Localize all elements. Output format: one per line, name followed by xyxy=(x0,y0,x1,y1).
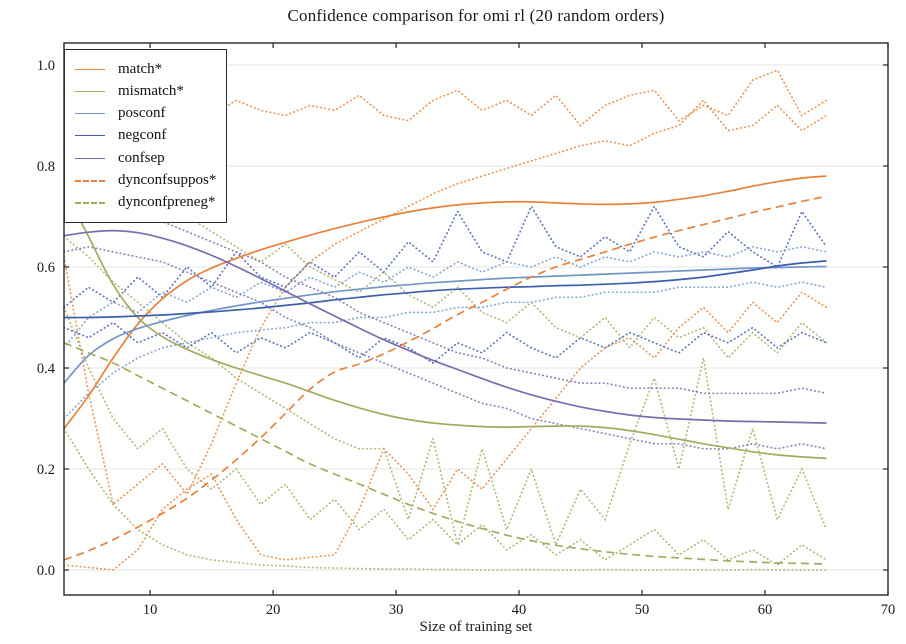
series-confsep-lower-env-line xyxy=(63,245,828,450)
series-dynconfpreneg-line xyxy=(63,342,827,565)
legend-solid-line-swatch xyxy=(75,113,105,115)
series-negconf-line xyxy=(63,260,827,319)
legend-label: dynconfpreneg* xyxy=(118,194,216,211)
legend-item-posconf: posconf xyxy=(75,103,216,125)
series-dynconfsuppos-line xyxy=(63,195,827,561)
series-mismatch-line xyxy=(63,188,827,460)
legend-item-match: match* xyxy=(75,58,216,80)
y-tick-label: 0.0 xyxy=(37,563,55,579)
y-tick-label: 1.0 xyxy=(37,58,55,74)
series-dynconfpreneg-upper-env-line xyxy=(63,235,828,548)
series-dynconfpreneg-lower-env-line xyxy=(63,427,828,571)
legend-label: negconf xyxy=(118,127,167,144)
legend-solid-line-swatch xyxy=(75,68,105,70)
series-posconf-lower-env-line xyxy=(63,281,828,420)
chart-title: Confidence comparison for omi rl (20 ran… xyxy=(287,6,665,25)
x-tick-label: 30 xyxy=(389,602,404,618)
legend-label: confsep xyxy=(118,149,165,166)
legend-label: match* xyxy=(118,60,163,77)
series-dynconfsuppos-lower-env-line xyxy=(63,291,828,571)
x-axis-label: Size of training set xyxy=(419,619,533,635)
legend-dashed-line-swatch xyxy=(75,201,105,204)
series-match-line xyxy=(63,175,827,430)
legend-item-dynconfsuppos: dynconfsuppos* xyxy=(75,170,216,192)
axes-frame xyxy=(63,42,889,596)
series-posconf-line xyxy=(63,265,827,384)
legend-label: posconf xyxy=(118,105,166,122)
legend-label: mismatch* xyxy=(118,82,184,99)
x-tick-label: 70 xyxy=(881,602,896,618)
series-confsep-line xyxy=(63,229,827,424)
series-negconf-lower-env-line xyxy=(63,321,828,365)
x-tick-label: 60 xyxy=(758,602,773,618)
legend-dashed-line-swatch xyxy=(75,179,105,182)
legend: match* mismatch* posconf negconf confsep dync… xyxy=(64,49,227,223)
y-tick-label: 0.4 xyxy=(37,361,56,377)
legend-solid-line-swatch xyxy=(75,135,105,137)
x-tick-label: 40 xyxy=(512,602,527,618)
x-tick-label: 20 xyxy=(266,602,281,618)
y-tick-label: 0.2 xyxy=(37,462,55,478)
x-tick-label: 50 xyxy=(635,602,650,618)
y-tick-label: 0.6 xyxy=(37,260,55,276)
legend-item-mismatch: mismatch* xyxy=(75,80,216,102)
series-dynconfsuppos-upper-env-line xyxy=(63,99,828,506)
series-mismatch-upper-env-line xyxy=(63,89,828,360)
legend-solid-line-swatch xyxy=(75,157,105,159)
series-confsep-upper-env-line xyxy=(63,210,828,395)
x-tick-label: 10 xyxy=(143,602,158,618)
legend-item-negconf: negconf xyxy=(75,125,216,147)
legend-item-dynconfpreneg: dynconfpreneg* xyxy=(75,192,216,214)
legend-item-confsep: confsep xyxy=(75,147,216,169)
y-tick-label: 0.8 xyxy=(37,159,55,175)
legend-label: dynconfsuppos* xyxy=(118,172,217,189)
series-negconf-upper-env-line xyxy=(63,204,828,309)
legend-solid-line-swatch xyxy=(75,90,105,92)
